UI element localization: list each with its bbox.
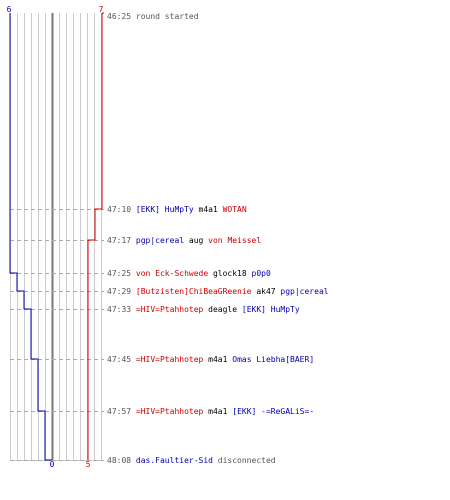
event-weapon: ak47 (252, 287, 281, 296)
blue-end-count: 0 (50, 460, 55, 469)
red-alive-line (87, 13, 103, 460)
event-row: 47:29 [Butzisten]ChiBeaGReenie ak47 pgp|… (107, 287, 329, 296)
event-time: 47:45 (107, 355, 136, 364)
event-row: 47:17 pgp|cereal aug von Meissel (107, 236, 261, 245)
event-time: 47:25 (107, 269, 136, 278)
event-note: round started (136, 12, 199, 21)
event-weapon: m4a1 (203, 407, 232, 416)
event-player: [EKK] HuMpTy (136, 205, 194, 214)
event-note: disconnected (213, 456, 276, 465)
event-row: 47:57 =HIV=Ptahhotep m4a1 [EKK] -=ReGALi… (107, 407, 314, 416)
blue-start-count: 6 (7, 5, 12, 14)
event-row: 47:25 von Eck-Schwede glock18 p0p0 (107, 269, 271, 278)
event-row: 47:45 =HIV=Ptahhotep m4a1 Omas Liebha[BA… (107, 355, 314, 364)
event-weapon: deagle (203, 305, 242, 314)
event-player: p0p0 (252, 269, 271, 278)
event-time: 46:25 (107, 12, 136, 21)
event-time: 48:08 (107, 456, 136, 465)
event-row: 46:25 round started (107, 12, 199, 21)
event-player: =HIV=Ptahhotep (136, 407, 204, 416)
event-player: [EKK] -=ReGALiS=- (232, 407, 314, 416)
event-player: [Butzisten]ChiBeaGReenie (136, 287, 252, 296)
event-weapon: m4a1 (194, 205, 223, 214)
event-log: 46:25 round started 47:10 [EKK] HuMpTy m4… (107, 12, 329, 465)
event-weapon: m4a1 (203, 355, 232, 364)
event-row: 47:33 =HIV=Ptahhotep deagle [EKK] HuMpTy (107, 305, 300, 314)
event-player: pgp|cereal (280, 287, 328, 296)
event-time: 47:10 (107, 205, 136, 214)
event-time: 47:17 (107, 236, 136, 245)
event-time: 47:29 (107, 287, 136, 296)
event-weapon: aug (184, 236, 208, 245)
event-player: =HIV=Ptahhotep (136, 305, 204, 314)
event-player: =HIV=Ptahhotep (136, 355, 204, 364)
event-player: Omas Liebha[BAER] (232, 355, 314, 364)
red-start-count: 7 (99, 5, 104, 14)
event-player: von Meissel (208, 236, 261, 245)
event-player: das.Faultier-Sid (136, 456, 213, 465)
event-player: pgp|cereal (136, 236, 184, 245)
red-end-count: 5 (86, 460, 91, 469)
event-row: 48:08 das.Faultier-Sid disconnected (107, 456, 276, 465)
event-weapon: glock18 (208, 269, 251, 278)
event-time: 47:33 (107, 305, 136, 314)
event-row: 47:10 [EKK] HuMpTy m4a1 WOTAN (107, 205, 247, 214)
event-player: [EKK] HuMpTy (242, 305, 300, 314)
blue-alive-line (9, 13, 52, 461)
alive-count-lines (9, 12, 104, 461)
event-time: 47:57 (107, 407, 136, 416)
event-player: WOTAN (223, 205, 247, 214)
event-player: von Eck-Schwede (136, 269, 208, 278)
